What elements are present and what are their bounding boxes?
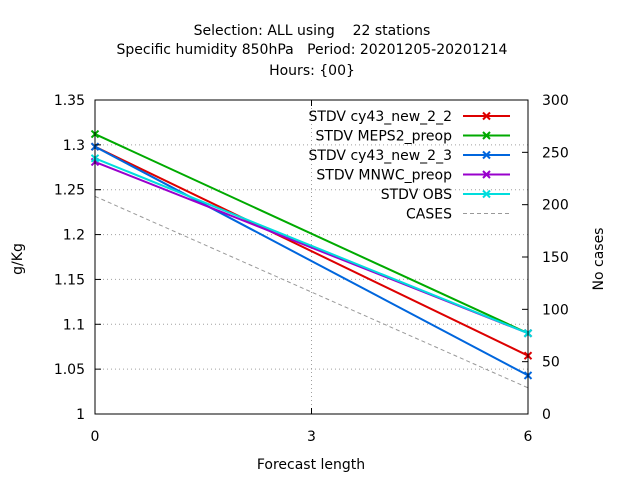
series-line-2 xyxy=(94,145,529,377)
legend-marker-1-stroke-b xyxy=(482,131,491,140)
series-line-5 xyxy=(94,195,529,389)
x-tick-label: 3 xyxy=(307,429,316,445)
chart-title-line-3: Hours: {00} xyxy=(269,63,355,79)
y-tick-label: 1.3 xyxy=(63,138,85,154)
y-tick-label: 1 xyxy=(76,407,85,423)
y-tick-label: 1.35 xyxy=(54,93,85,109)
y2-tick-label: 100 xyxy=(542,302,569,318)
legend-label-5: CASES xyxy=(406,207,452,223)
y2-tick-label: 200 xyxy=(542,198,569,214)
legend-marker-2-stroke-b xyxy=(482,150,491,160)
legend-marker-4-stroke-b xyxy=(482,189,491,199)
legend-marker-3-stroke-b xyxy=(482,170,491,179)
series-line-4 xyxy=(94,157,529,335)
legend-marker-2 xyxy=(482,150,491,160)
y2-tick-label: 50 xyxy=(542,355,560,371)
y-tick-label: 1.15 xyxy=(54,272,85,288)
chart-title-line-1: Selection: ALL using 22 stations xyxy=(194,23,431,39)
legend-label-1: STDV MEPS2_preop xyxy=(315,129,452,145)
legend-marker-1 xyxy=(482,131,491,140)
legend-marker-3 xyxy=(482,170,491,179)
y-tick-label: 1.2 xyxy=(63,228,85,244)
axes: 11.051.11.151.21.251.31.350 3 605010015020… xyxy=(54,93,569,445)
y2-tick-label: 250 xyxy=(542,145,569,161)
legend-marker-0 xyxy=(482,111,491,121)
legend-marker-4 xyxy=(482,189,491,199)
legend-label-2: STDV cy43_new_2_3 xyxy=(308,148,452,164)
legend-label-0: STDV cy43_new_2_2 xyxy=(308,109,452,125)
y2-axis-label: No cases xyxy=(591,228,607,291)
y-axis-label: g/Kg xyxy=(10,243,26,275)
y2-tick-label: 0 xyxy=(542,407,551,423)
legend-label-4: STDV OBS xyxy=(381,187,452,203)
legend-marker-0-stroke-b xyxy=(482,111,491,121)
y2-tick-label: 300 xyxy=(542,93,569,109)
y-tick-label: 1.25 xyxy=(54,183,85,199)
x-axis-label: Forecast length xyxy=(257,457,365,473)
x-tick-label: 6 xyxy=(524,429,533,445)
y2-tick-label: 150 xyxy=(542,250,569,266)
chart-title-line-2: Specific humidity 850hPa Period: 2020120… xyxy=(117,42,508,58)
legend-label-3: STDV MNWC_preop xyxy=(316,168,452,184)
x-tick-label: 0 xyxy=(91,429,100,445)
y-tick-label: 1.1 xyxy=(63,317,85,333)
legend: STDV cy43_new_2_2 STDV MEPS2_preop STDV cy… xyxy=(308,109,510,223)
series-line-1 xyxy=(94,133,529,335)
y-tick-label: 1.05 xyxy=(54,362,85,378)
series-line-0 xyxy=(94,145,529,357)
